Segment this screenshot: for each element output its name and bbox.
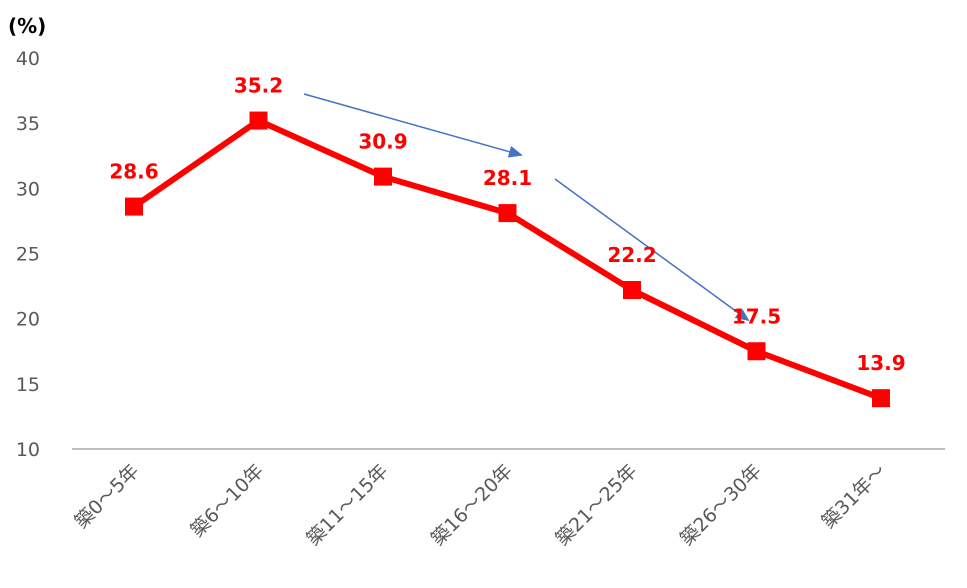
- data-point-marker: [249, 111, 268, 130]
- data-labels: 28.6 35.2 30.9 28.1 22.2 17.5 13.9: [109, 74, 905, 376]
- y-tick-label: 25: [16, 244, 40, 266]
- y-tick-label: 35: [16, 113, 40, 135]
- series-line: [132, 117, 883, 401]
- y-tick-label: 20: [16, 309, 40, 331]
- data-point-marker: [747, 342, 766, 361]
- data-point-marker: [125, 197, 143, 216]
- data-point-marker: [374, 167, 392, 186]
- data-label: 22.2: [607, 243, 656, 267]
- x-axis-ticks: 築0～5年 築6～10年 築11～15年 築16～20年 築21～25年 築26～30年築…: [71, 460, 891, 550]
- data-label: 28.1: [483, 166, 532, 190]
- x-tick-label: 築6～10年: [187, 460, 269, 542]
- data-label: 30.9: [358, 130, 407, 154]
- x-tick-label: 築11～15年: [302, 460, 392, 550]
- data-point-marker: [498, 204, 517, 223]
- data-label: 28.6: [109, 160, 158, 184]
- y-tick-label: 30: [16, 178, 40, 200]
- trend-arrow: [303, 93, 523, 158]
- data-point-marker: [623, 280, 641, 299]
- trend-arrows: [303, 93, 750, 322]
- data-point-marker: [872, 389, 890, 408]
- y-tick-label: 40: [16, 48, 40, 70]
- y-tick-label: 10: [16, 439, 40, 461]
- y-tick-label: 15: [16, 374, 40, 396]
- trend-arrow: [554, 178, 750, 322]
- y-axis-unit-label: (%): [8, 14, 47, 38]
- data-label: 13.9: [856, 351, 905, 375]
- data-label: 17.5: [732, 304, 781, 328]
- y-axis-ticks: 10 15 20 25 30 35 40: [16, 48, 40, 461]
- x-tick-label: 築31年～: [818, 460, 891, 533]
- x-tick-label: 築26～30年: [676, 460, 766, 550]
- x-tick-label: 築16～20年: [427, 460, 517, 550]
- x-tick-label: 築21～25年: [551, 460, 641, 550]
- data-label: 35.2: [234, 74, 283, 98]
- x-tick-label: 築0～5年: [71, 460, 144, 533]
- data-markers: [125, 111, 890, 408]
